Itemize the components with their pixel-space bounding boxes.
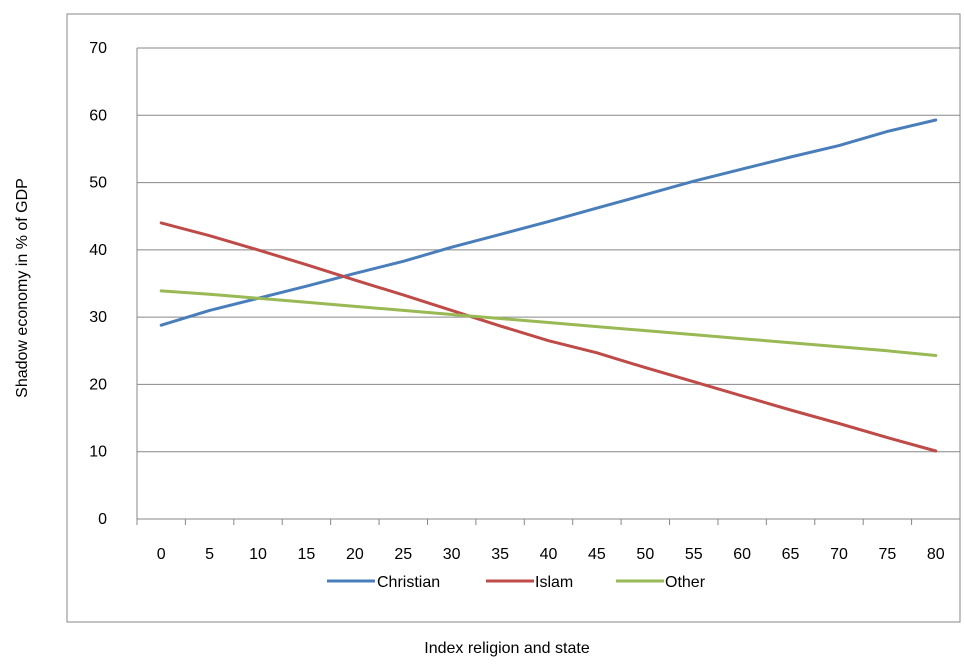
x-tick-label: 35 (491, 546, 509, 563)
x-tick-label: 10 (249, 546, 267, 563)
x-tick-label: 5 (205, 546, 214, 563)
x-tick-label: 50 (636, 546, 654, 563)
axes (136, 48, 961, 525)
y-tick-label: 0 (98, 511, 107, 528)
x-tick-label: 60 (733, 546, 751, 563)
x-tick-label: 75 (878, 546, 896, 563)
series-lines (159, 118, 938, 453)
x-tick-label: 20 (346, 546, 364, 563)
x-axis-title: Index religion and state (424, 640, 590, 657)
gridlines (137, 47, 960, 453)
x-tick-label: 30 (443, 546, 461, 563)
legend-label: Islam (535, 574, 573, 591)
y-tick-label: 10 (89, 444, 107, 461)
y-tick-label: 20 (89, 376, 107, 393)
legend-item-islam: Islam (486, 574, 573, 591)
x-tick-label: 45 (588, 546, 606, 563)
x-tick-label: 0 (157, 546, 166, 563)
y-tick-label: 40 (89, 242, 107, 259)
x-tick-label: 70 (830, 546, 848, 563)
x-tick-label: 40 (540, 546, 558, 563)
x-tick-label: 65 (782, 546, 800, 563)
legend: Christian Islam Other (327, 574, 706, 591)
legend-label: Christian (377, 574, 440, 591)
series-line-christian (159, 118, 938, 327)
y-tick-label: 50 (89, 175, 107, 192)
y-tick-label: 30 (89, 309, 107, 326)
x-tick-label: 15 (298, 546, 316, 563)
series-line-other (159, 289, 938, 357)
legend-item-christian: Christian (327, 574, 440, 591)
x-tick-label: 55 (685, 546, 703, 563)
legend-label: Other (665, 574, 706, 591)
series-line-islam (159, 221, 938, 453)
y-tick-label: 60 (89, 107, 107, 124)
chart-area-border (66, 13, 961, 623)
tick-labels: 0 10 20 30 40 50 60 70 0 5 10 15 20 25 30 35 40 45 50 55 60 6… (89, 40, 945, 563)
x-tick-label: 80 (927, 546, 945, 563)
y-tick-label: 70 (89, 40, 107, 57)
legend-item-other: Other (616, 574, 706, 591)
y-axis-title: Shadow economy in % of GDP (14, 178, 31, 398)
x-tick-label: 25 (394, 546, 412, 563)
